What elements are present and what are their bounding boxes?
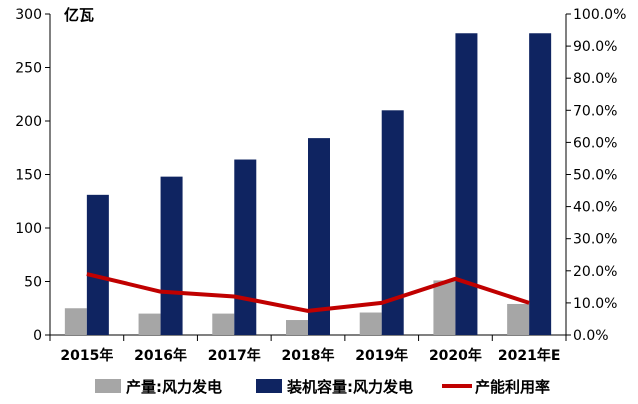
production-bar — [138, 313, 161, 335]
production-bar — [359, 312, 382, 335]
x-axis-category-label: 2016年 — [134, 347, 187, 364]
production-bar — [433, 280, 456, 335]
left-axis-tick-label: 300 — [15, 7, 42, 23]
utilization-line-layer — [86, 272, 530, 313]
x-axis-category-label: 2017年 — [208, 347, 261, 364]
x-axis-category-label: 2018年 — [282, 347, 335, 364]
capacity-bar — [455, 33, 478, 335]
right-axis-tick-label: 0.0% — [573, 328, 609, 344]
right-axis-tick-label: 80.0% — [573, 71, 617, 87]
right-axis-tick-label: 70.0% — [573, 103, 617, 119]
right-axis-tick-label: 60.0% — [573, 135, 617, 151]
right-axis-tick-label: 30.0% — [573, 232, 617, 248]
legend-swatch-capacity — [256, 379, 282, 393]
right-axis-tick-label: 50.0% — [573, 168, 617, 184]
bars — [64, 33, 552, 335]
right-axis-tick-label: 20.0% — [573, 264, 617, 280]
x-axis-category-label: 2021年E — [498, 347, 561, 364]
capacity-bar — [86, 194, 109, 335]
right-axis-tick-label: 10.0% — [573, 296, 617, 312]
capacity-bar — [381, 110, 404, 335]
legend-swatch-production — [95, 379, 121, 393]
capacity-bar — [160, 176, 183, 335]
capacity-bar — [529, 33, 552, 335]
left-axis-tick-label: 200 — [15, 114, 42, 130]
production-bar — [212, 313, 235, 335]
legend-label-capacity: 装机容量:风力发电 — [286, 378, 413, 396]
capacity-bar — [308, 138, 330, 335]
right-axis-tick-label: 100.0% — [573, 7, 626, 23]
legend: 产量:风力发电 装机容量:风力发电 产能利用率 — [95, 378, 550, 396]
left-axis-tick-label: 50 — [24, 275, 42, 291]
production-bar — [64, 308, 87, 335]
x-axis-category-label: 2015年 — [60, 347, 113, 364]
legend-label-utilization: 产能利用率 — [475, 378, 550, 396]
left-axis-tick-label: 100 — [15, 221, 42, 237]
x-axis-category-label: 2020年 — [429, 347, 482, 364]
production-bar — [286, 320, 308, 335]
production-bar — [507, 303, 530, 335]
left-axis-tick-label: 250 — [15, 61, 42, 77]
legend-label-production: 产量:风力发电 — [126, 378, 222, 396]
tick-labels: 0 50 100 150 200 250 300 0.0% 10.0% 20.0% 30.0% 40.… — [15, 7, 626, 364]
left-axis-tick-label: 0 — [33, 328, 42, 344]
capacity-bar — [234, 159, 257, 335]
right-axis-tick-label: 40.0% — [573, 200, 617, 216]
x-axis-category-label: 2019年 — [355, 347, 408, 364]
left-axis-unit-label: 亿瓦 — [64, 6, 94, 24]
right-axis-tick-label: 90.0% — [573, 39, 617, 55]
left-axis-tick-label: 150 — [15, 168, 42, 184]
